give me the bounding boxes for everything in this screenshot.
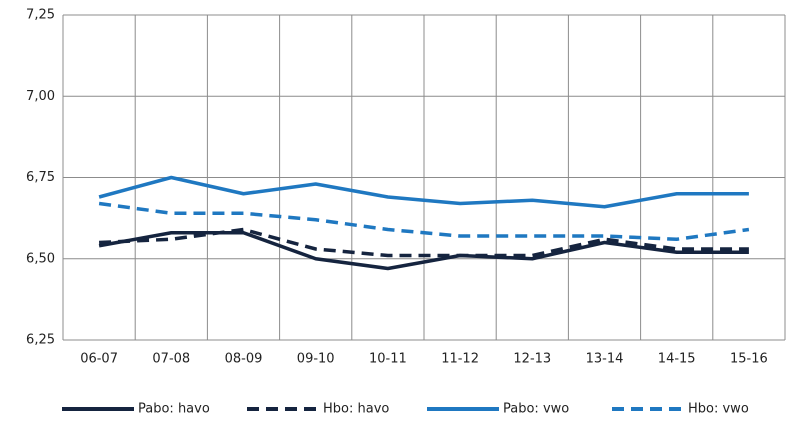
series-line (98, 231, 749, 271)
x-tick-label: 12-13 (513, 352, 551, 367)
x-tick-label: 14-15 (658, 352, 696, 367)
x-tick-label: 13-14 (586, 352, 624, 367)
x-tick-label: 10-11 (369, 352, 407, 367)
y-tick-label: 6,75 (26, 170, 55, 185)
y-tick-label: 6,25 (26, 333, 55, 348)
x-tick-label: 08-09 (225, 352, 263, 367)
series-line (98, 175, 749, 209)
x-tick-label: 06-07 (80, 352, 118, 367)
x-tick-label: 15-16 (730, 352, 768, 367)
y-tick-label: 7,25 (26, 8, 55, 23)
legend-label: Hbo: havo (323, 402, 389, 417)
x-tick-label: 07-08 (152, 352, 190, 367)
series-line (98, 201, 750, 241)
y-tick-label: 6,50 (26, 251, 55, 266)
x-tick-label: 11-12 (441, 352, 479, 367)
x-tick-label: 09-10 (297, 352, 335, 367)
legend-label: Hbo: vwo (688, 402, 749, 417)
legend-label: Pabo: havo (138, 402, 210, 417)
series-line (99, 227, 749, 258)
legend-label: Pabo: vwo (503, 402, 569, 417)
y-tick-label: 7,00 (26, 89, 55, 104)
